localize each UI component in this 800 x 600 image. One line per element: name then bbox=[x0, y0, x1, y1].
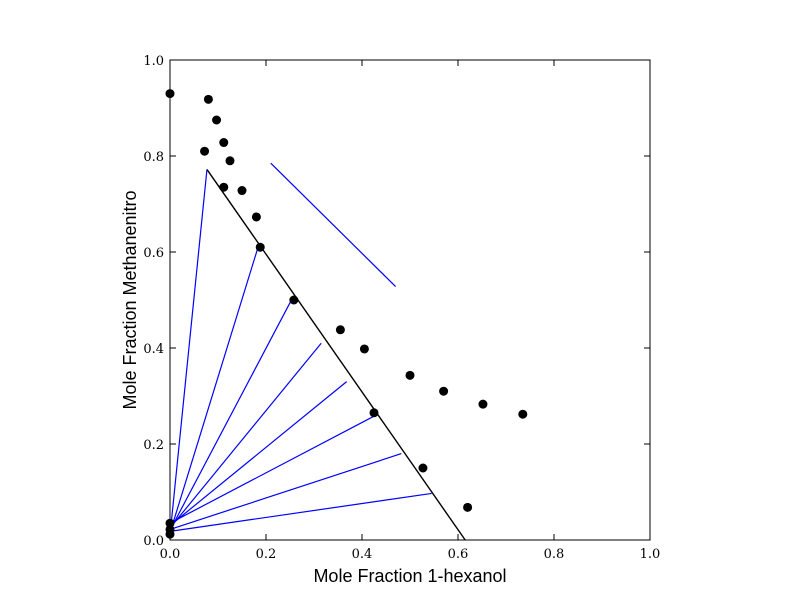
data-point-20 bbox=[463, 502, 473, 512]
data-point-8 bbox=[237, 186, 247, 196]
data-point-15 bbox=[439, 386, 449, 396]
data-point-18 bbox=[369, 408, 379, 418]
data-point-6 bbox=[225, 156, 235, 166]
data-point-17 bbox=[518, 409, 528, 419]
data-point-7 bbox=[219, 182, 229, 192]
lines-layer bbox=[169, 162, 466, 541]
data-point-5 bbox=[219, 138, 229, 148]
binodal-line bbox=[206, 169, 466, 541]
ticks-layer: 0.0 0.2 0.4 0.6 0.8 1.0 0.0 0.2 0.4 0.6 0.8 1.0 bbox=[143, 54, 660, 562]
y-tick-label-3: 0.6 bbox=[143, 246, 164, 261]
y-tick-label-1: 0.2 bbox=[143, 438, 164, 453]
reference-line bbox=[270, 162, 397, 287]
y-tick-label-5: 1.0 bbox=[143, 54, 164, 69]
x-tick-label-1: 0.2 bbox=[256, 547, 277, 562]
data-point-13 bbox=[359, 344, 369, 354]
x-tick-label-2: 0.4 bbox=[352, 547, 373, 562]
data-point-11 bbox=[289, 295, 299, 305]
x-tick-label-3: 0.6 bbox=[448, 547, 469, 562]
data-point-2 bbox=[203, 94, 213, 104]
data-point-19 bbox=[418, 463, 428, 473]
y-tick-label-0: 0.0 bbox=[143, 534, 164, 549]
data-point-14 bbox=[405, 370, 415, 380]
plot-frame bbox=[169, 59, 651, 541]
tie-line-6 bbox=[169, 415, 375, 524]
y-tick-label-2: 0.4 bbox=[143, 342, 164, 357]
tie-line-2 bbox=[169, 244, 260, 533]
points-layer bbox=[165, 89, 528, 539]
tie-line-5 bbox=[169, 381, 348, 527]
x-tick-label-4: 0.8 bbox=[544, 547, 565, 562]
tie-line-1 bbox=[169, 169, 208, 536]
x-tick-label-5: 1.0 bbox=[640, 547, 661, 562]
x-tick-label-0: 0.0 bbox=[160, 547, 181, 562]
data-point-4 bbox=[200, 146, 210, 156]
data-point-10 bbox=[255, 242, 265, 252]
tie-line-7 bbox=[169, 453, 402, 531]
tie-line-4 bbox=[169, 342, 322, 529]
tie-line-3 bbox=[169, 300, 292, 531]
x-axis-label: Mole Fraction 1-hexanol bbox=[313, 566, 506, 586]
y-axis-label: Mole Fraction Methanenitro bbox=[120, 190, 140, 409]
data-point-3 bbox=[212, 115, 222, 125]
data-point-12 bbox=[335, 325, 345, 335]
y-tick-label-4: 0.8 bbox=[143, 150, 164, 165]
tie-line-8 bbox=[169, 492, 432, 532]
data-point-9 bbox=[251, 212, 261, 222]
data-point-16 bbox=[478, 399, 488, 409]
